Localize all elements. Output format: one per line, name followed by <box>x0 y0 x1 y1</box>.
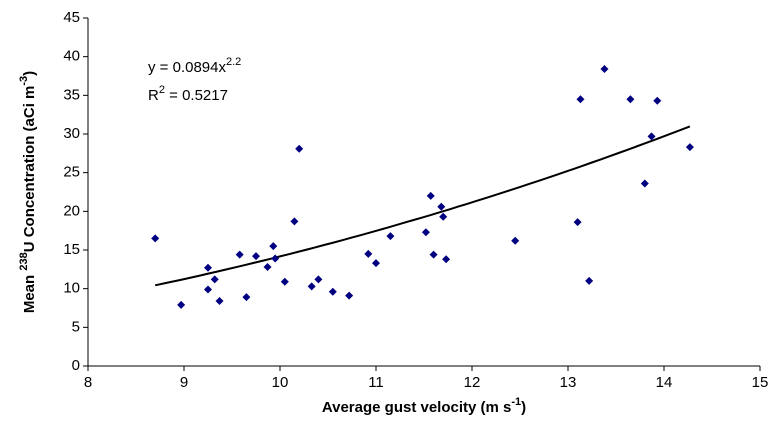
x-tick-label: 14 <box>656 374 673 391</box>
x-tick-label: 12 <box>464 374 481 391</box>
y-axis-title-superscript: -3 <box>18 76 30 86</box>
y-tick-label: 35 <box>63 86 80 103</box>
data-point <box>364 249 373 258</box>
x-tick-label: 13 <box>560 374 577 391</box>
data-point <box>439 212 448 221</box>
r-power: 2 <box>159 84 165 96</box>
y-axis-title-part: ) <box>21 71 38 76</box>
r-squared: R2 = 0.5217 <box>148 84 228 104</box>
data-point <box>280 277 289 286</box>
data-point <box>252 252 260 261</box>
data-point <box>177 300 186 309</box>
x-axis-title-part: ) <box>521 399 526 416</box>
trend-equation: y = 0.0894x2.2 <box>148 56 241 76</box>
data-point <box>235 250 244 259</box>
y-tick-label: 30 <box>63 125 80 142</box>
x-tick-label: 11 <box>368 374 384 391</box>
x-tick-label: 10 <box>272 374 289 391</box>
data-point <box>647 132 656 141</box>
data-point <box>437 202 446 211</box>
y-axis-title: Mean 238U Concentration (aCi m-3) <box>18 71 38 313</box>
data-point <box>585 276 594 285</box>
x-axis-title: Average gust velocity (m s-1) <box>322 396 526 416</box>
y-axis-title-part: Mean <box>21 271 38 314</box>
trendline <box>154 125 691 287</box>
data-point <box>653 96 662 105</box>
y-tick-label: 45 <box>63 9 80 26</box>
x-axis-title-part: Average gust velocity (m s <box>322 399 512 416</box>
x-tick-label: 15 <box>752 374 769 391</box>
data-point <box>328 287 337 296</box>
data-point <box>421 228 430 237</box>
data-point <box>269 242 278 251</box>
equation-variable: x <box>219 59 227 76</box>
equation-prefix: y = <box>148 59 173 76</box>
data-point <box>307 282 316 291</box>
data-point <box>372 259 380 268</box>
data-point <box>210 275 219 284</box>
data-point <box>626 95 635 104</box>
data-point <box>426 191 435 200</box>
data-point <box>573 218 582 227</box>
r-equals: = <box>165 87 182 104</box>
y-tick-label: 0 <box>72 357 80 374</box>
equation-coefficient: 0.0894 <box>173 59 219 76</box>
data-point <box>204 285 212 294</box>
y-axis-title-superscript: 238 <box>18 252 30 270</box>
data-point <box>242 293 251 302</box>
x-tick-label: 9 <box>180 374 188 391</box>
equation-exponent: 2.2 <box>226 56 241 68</box>
data-point <box>290 217 299 226</box>
data-point <box>204 263 212 272</box>
data-point <box>576 95 585 104</box>
y-tick-label: 25 <box>63 164 80 181</box>
data-point <box>685 143 694 152</box>
data-point <box>263 263 272 272</box>
x-axis-title-superscript: -1 <box>511 396 521 408</box>
y-tick-label: 40 <box>63 48 80 65</box>
data-point <box>386 232 395 241</box>
data-point <box>511 236 520 245</box>
data-point <box>429 250 438 259</box>
data-point <box>295 144 304 153</box>
data-point <box>215 297 224 306</box>
data-point <box>345 291 354 300</box>
r-symbol: R <box>148 87 159 104</box>
data-point <box>442 255 451 264</box>
data-point <box>314 275 323 284</box>
y-tick-label: 20 <box>63 202 80 219</box>
x-tick-label: 8 <box>84 374 92 391</box>
y-axis-title-part: U Concentration (aCi m <box>21 86 38 253</box>
y-tick-label: 15 <box>63 241 80 258</box>
y-tick-label: 5 <box>72 318 80 335</box>
data-point <box>600 65 609 74</box>
data-point <box>151 234 160 243</box>
y-tick-label: 10 <box>63 280 80 297</box>
data-point <box>640 179 649 188</box>
r-value: 0.5217 <box>182 87 228 104</box>
data-point <box>271 254 280 263</box>
